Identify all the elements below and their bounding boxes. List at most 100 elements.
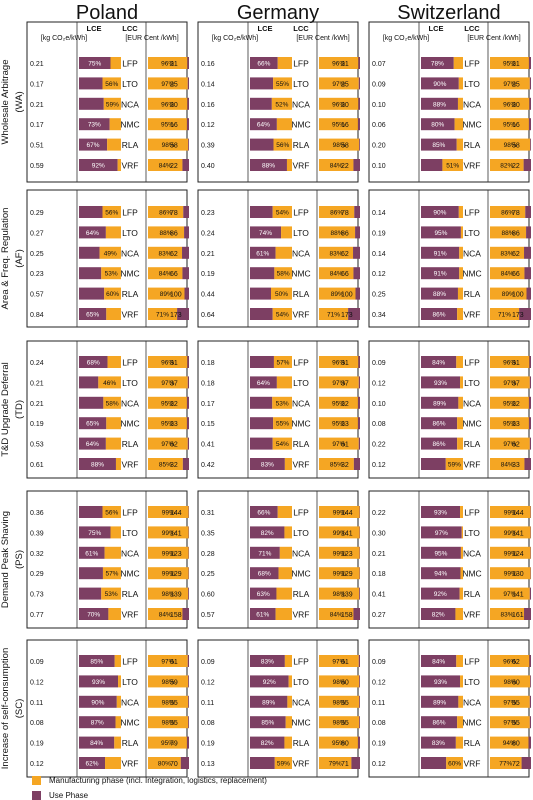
lcc-label-1-1-5: 71%: [327, 312, 340, 319]
tech-label-1-0-4: RLA: [122, 289, 139, 299]
lce-value-4-2-2: 0.11: [372, 700, 385, 707]
lce-label-0-2-3: 80%: [431, 122, 444, 129]
lcc-use-bar-2-2-3: [528, 417, 531, 430]
lce-manuf-bar-2-0-1: [98, 376, 121, 389]
lce-manuf-bar-3-1-0: [277, 506, 292, 518]
lce-value-4-0-1: 0.12: [30, 679, 44, 686]
lce-manuf-bar-1-1-5: [272, 308, 292, 320]
lcc-label-2-1-3: 95%: [332, 421, 345, 428]
lcc-label-2-2-5: 84%: [501, 462, 514, 469]
tech-label-3-2-2: NCA: [463, 548, 481, 558]
lcc-manuf-bar-3-0-4: [148, 587, 189, 600]
lce-manuf-bar-0-1-5: [286, 159, 292, 171]
tech-label-3-1-4: RLA: [293, 589, 310, 599]
tech-label-3-1-5: VRF: [293, 610, 310, 620]
lce-label-1-0-1: 64%: [86, 230, 99, 237]
lcc-label-1-0-4: 89%: [160, 291, 173, 298]
lcc-manuf-bar-0-2-3: [490, 118, 529, 131]
tech-label-2-2-0: LFP: [464, 358, 480, 368]
lce-label-3-0-2: 61%: [85, 550, 98, 557]
lce-value-0-2-2: 0.10: [372, 102, 386, 109]
lcc-value-0-0-0: 21: [170, 61, 178, 68]
lce-use-bar-4-2-2: [421, 695, 459, 708]
tech-label-1-2-2: NCA: [463, 248, 481, 258]
lce-use-bar-4-1-1: [250, 675, 289, 688]
lce-use-bar-0-0-4: [79, 138, 108, 151]
lce-use-bar-0-0-3: [79, 118, 110, 131]
lce-value-0-2-5: 0.10: [372, 163, 386, 170]
lce-manuf-bar-0-1-1: [273, 77, 292, 90]
lce-use-bar-1-2-1: [421, 226, 461, 239]
lcc-value-3-0-3: 129: [170, 571, 182, 578]
lcc-manuf-bar-1-0-0: [148, 206, 184, 218]
lce-use-bar-4-0-3: [79, 716, 116, 729]
lcc-label-3-2-0: 99%: [504, 510, 517, 517]
lcc-label-3-2-4: 97%: [503, 591, 516, 598]
tech-label-2-0-0: LFP: [122, 358, 138, 368]
lce-manuf-bar-4-0-4: [114, 736, 121, 749]
lcc-value-0-0-5: 22: [170, 163, 178, 170]
lcc-value-1-1-2: 62: [341, 251, 349, 258]
lce-value-2-0-2: 0.21: [30, 401, 44, 408]
lcc-manuf-bar-0-1-5: [319, 159, 354, 171]
lcc-value-1-0-4: 100: [170, 292, 182, 299]
lcc-label-1-1-0: 86%: [330, 210, 343, 217]
tech-label-2-1-5: VRF: [293, 460, 310, 470]
tech-label-4-1-4: RLA: [293, 738, 310, 748]
tech-label-0-1-1: LTO: [293, 79, 309, 89]
lcc-manuf-bar-2-1-0: [319, 356, 359, 368]
lce-manuf-bar-1-2-0: [458, 206, 463, 218]
lce-value-1-0-4: 0.57: [30, 292, 44, 299]
lcc-value-1-1-0: 78: [341, 210, 349, 217]
tech-label-2-1-2: NCA: [292, 398, 310, 408]
lce-use-bar-2-2-3: [421, 417, 458, 430]
tech-label-1-1-1: LTO: [293, 228, 309, 238]
lcc-manuf-bar-0-2-0: [490, 57, 529, 69]
lce-label-4-2-2: 89%: [433, 699, 446, 706]
lce-use-bar-4-2-0: [421, 655, 457, 667]
lcc-use-bar-2-2-0: [529, 356, 531, 368]
lce-label-2-1-2: 53%: [276, 400, 289, 407]
lcc-label-0-1-2: 96%: [332, 101, 345, 108]
lcc-value-3-0-0: 144: [170, 510, 182, 517]
lcc-manuf-bar-2-2-2: [490, 396, 529, 409]
lce-label-1-1-0: 54%: [276, 210, 289, 217]
lcc-use-bar-2-0-1: [187, 376, 189, 389]
lcc-manuf-bar-4-0-2: [148, 695, 189, 708]
lce-label-2-1-4: 54%: [276, 441, 289, 448]
lce-label-4-2-3: 86%: [433, 720, 446, 727]
tech-label-2-2-1: LTO: [464, 378, 480, 388]
lcc-use-bar-0-1-3: [357, 118, 360, 131]
lcc-use-bar-4-0-1: [188, 675, 189, 688]
tech-label-0-0-3: NMC: [120, 120, 139, 130]
lcc-use-bar-2-2-5: [524, 458, 531, 470]
lce-label-4-0-2: 90%: [91, 699, 104, 706]
lcc-value-2-0-0: 31: [170, 360, 178, 367]
lce-label-1-1-3: 58%: [277, 271, 290, 278]
legend-label-use: Use Phase: [49, 791, 89, 800]
lcc-use-bar-1-0-3: [182, 267, 189, 280]
tech-label-4-1-1: LTO: [293, 677, 309, 687]
lcc-label-0-2-0: 95%: [503, 61, 516, 68]
lcc-label-4-1-2: 98%: [333, 699, 346, 706]
lce-use-bar-2-0-5: [79, 458, 116, 470]
lcc-use-bar-3-1-5: [353, 608, 360, 620]
lce-value-2-2-5: 0.12: [372, 462, 386, 469]
lce-use-bar-1-2-0: [421, 206, 459, 218]
lce-label-3-1-3: 68%: [258, 571, 271, 578]
lce-manuf-bar-0-2-1: [458, 77, 463, 90]
lce-label-0-0-5: 92%: [92, 163, 105, 170]
lcc-value-4-0-5: 70: [170, 761, 178, 768]
lcc-manuf-bar-0-1-3: [319, 118, 358, 131]
lce-use-bar-4-0-5: [79, 757, 106, 769]
lce-label-0-1-1: 55%: [276, 81, 289, 88]
lcc-manuf-bar-1-2-0: [490, 206, 526, 218]
lce-value-2-1-4: 0.41: [201, 442, 215, 449]
tech-label-1-2-4: RLA: [464, 289, 481, 299]
lcc-label-1-1-3: 84%: [330, 271, 343, 278]
lce-use-bar-2-2-2: [421, 396, 459, 409]
lcc-manuf-bar-4-1-5: [319, 757, 352, 769]
lce-use-bar-4-1-2: [250, 695, 288, 708]
lcc-value-2-0-4: 62: [170, 442, 178, 449]
legend-swatch-manufacturing: [32, 776, 41, 785]
